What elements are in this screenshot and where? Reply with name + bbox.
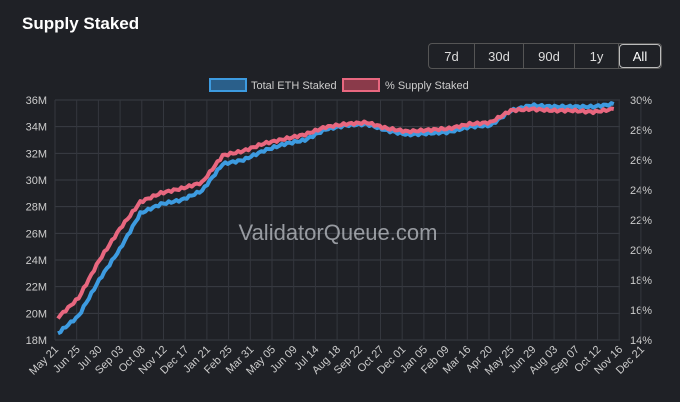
range-7d-button[interactable]: 7d xyxy=(429,44,475,68)
range-all-button[interactable]: All xyxy=(619,44,661,68)
y-right-tick: 14% xyxy=(630,335,652,347)
page-title: Supply Staked xyxy=(22,14,140,33)
legend-label-eth[interactable]: Total ETH Staked xyxy=(251,80,337,92)
y-left-tick: 30M xyxy=(26,175,47,187)
range-30d-button[interactable]: 30d xyxy=(475,44,524,68)
y-left-tick: 18M xyxy=(26,335,47,347)
range-1y-button[interactable]: 1y xyxy=(575,44,619,68)
y-left-tick: 24M xyxy=(26,255,47,267)
y-left-tick: 26M xyxy=(26,228,47,240)
time-range-selector: 7d 30d 90d 1y All xyxy=(428,43,662,69)
legend-label-pct[interactable]: % Supply Staked xyxy=(385,80,469,92)
y-left-tick: 36M xyxy=(26,95,47,107)
y-left-tick: 20M xyxy=(26,308,47,320)
y-left-tick: 34M xyxy=(26,122,47,134)
legend-swatch-pct xyxy=(342,78,380,92)
pct-supply-line xyxy=(56,106,615,320)
y-left-tick: 22M xyxy=(26,282,47,294)
range-90d-button[interactable]: 90d xyxy=(524,44,575,68)
legend-swatch-eth xyxy=(209,78,247,92)
y-left-tick: 28M xyxy=(26,202,47,214)
watermark: ValidatorQueue.com xyxy=(239,220,438,245)
y-left-tick: 32M xyxy=(26,148,47,160)
